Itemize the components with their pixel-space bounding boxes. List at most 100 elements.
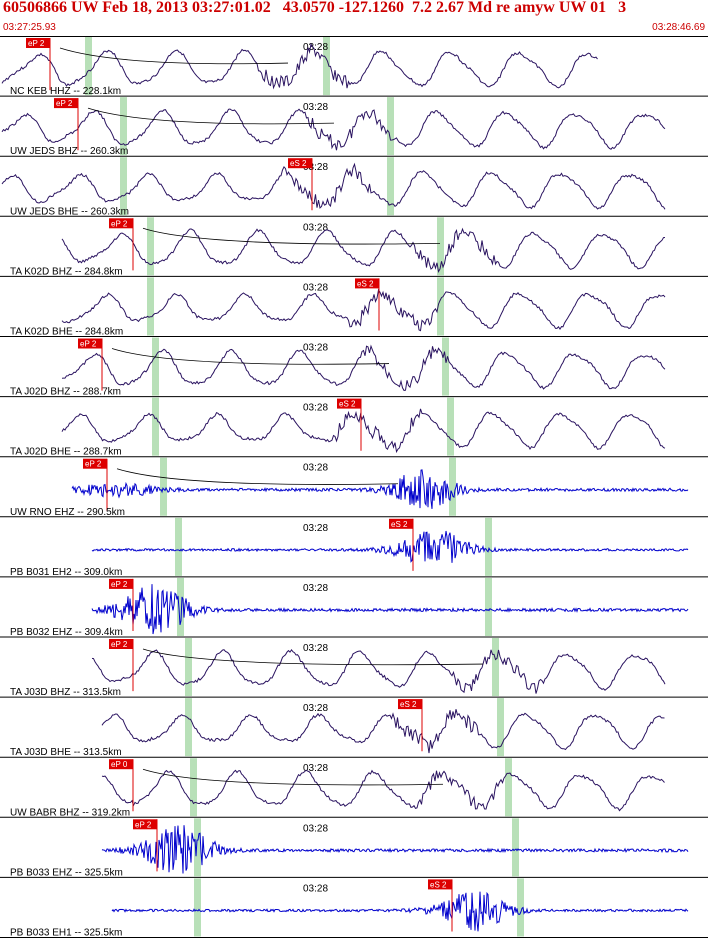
pick-flag[interactable] <box>109 759 133 770</box>
pick-label: eP 2 <box>111 580 128 589</box>
station-label: TA K02D BHZ -- 284.8km <box>10 266 123 277</box>
trace-row[interactable]: 03:28 eP 2 UW RNO EHZ -- 290.5km <box>0 457 708 518</box>
trace-row[interactable]: 03:28 eS 2 TA J03D BHE -- 313.5km <box>0 698 708 758</box>
station-label: UW JEDS BHZ -- 260.3km <box>10 146 128 157</box>
phase-window-band <box>185 638 192 697</box>
travel-time-curve <box>142 227 441 245</box>
event-title: 60506866 UW Feb 18, 2013 03:27:01.02 43.… <box>3 0 627 16</box>
minute-label: 03:28 <box>303 102 328 113</box>
waveform <box>61 288 666 332</box>
waveform <box>91 584 689 635</box>
pick-label: eS 2 <box>400 700 417 709</box>
pick-flag[interactable] <box>78 338 102 349</box>
pick-flag[interactable] <box>428 879 452 890</box>
travel-time-curve <box>142 768 444 786</box>
phase-window-band <box>442 337 449 396</box>
minute-label: 03:28 <box>303 643 328 654</box>
trace-row[interactable]: 03:28 eS 2 PB B033 EH1 -- 325.5km <box>0 878 708 938</box>
pick-flag[interactable] <box>109 578 133 589</box>
station-label: PB B033 EHZ -- 325.5km <box>10 867 123 878</box>
minute-label: 03:28 <box>303 703 328 714</box>
minute-label: 03:28 <box>303 823 328 834</box>
trace-row[interactable]: 03:28 eS 2 TA K02D BHE -- 284.8km <box>0 277 708 338</box>
phase-window-band <box>449 457 456 516</box>
travel-time-curve <box>87 107 335 125</box>
phase-window-band <box>497 698 504 757</box>
station-label: TA K02D BHE -- 284.8km <box>10 327 123 338</box>
phase-window-band <box>387 157 394 216</box>
trace-row[interactable]: 03:28 eS 2 TA J02D BHE -- 288.7km <box>0 397 708 458</box>
waveform <box>101 709 665 754</box>
phase-window-band <box>387 97 394 156</box>
station-label: TA J02D BHE -- 288.7km <box>10 447 122 458</box>
phase-window-band <box>194 878 201 937</box>
waveform <box>71 469 689 509</box>
waveform <box>101 825 689 874</box>
travel-time-curve <box>59 47 289 65</box>
pick-flag[interactable] <box>109 639 133 649</box>
pick-flag[interactable] <box>54 98 78 109</box>
phase-window-band <box>152 337 159 396</box>
phase-window-band <box>323 37 330 96</box>
window-end-time: 03:28:46.69 <box>652 22 705 33</box>
station-label: TA J03D BHZ -- 313.5km <box>10 687 121 698</box>
station-label: TA J03D BHE -- 313.5km <box>10 747 122 758</box>
seismogram-panel[interactable]: 03:28 eP 2 NC KEB HHZ -- 228.1km 03:28 eP 2 U… <box>0 36 708 938</box>
pick-label: eS 2 <box>357 279 374 288</box>
trace-row[interactable]: 03:28 eP 2 TA J03D BHZ -- 313.5km <box>0 638 708 698</box>
trace-row[interactable]: 03:28 eP 2 NC KEB HHZ -- 228.1km <box>0 37 708 97</box>
minute-label: 03:28 <box>303 42 328 53</box>
pick-label: eP 2 <box>28 39 45 48</box>
minute-label: 03:28 <box>303 282 328 293</box>
minute-label: 03:28 <box>303 763 328 774</box>
trace-row[interactable]: 03:28 eP 2 PB B032 EHZ -- 309.4km <box>0 577 708 638</box>
phase-window-band <box>512 818 519 877</box>
pick-flag[interactable] <box>83 458 107 469</box>
phase-window-band <box>517 878 524 937</box>
phase-window-band <box>85 37 92 96</box>
phase-window-band <box>120 97 127 156</box>
minute-label: 03:28 <box>303 343 328 354</box>
pick-flag[interactable] <box>389 518 413 529</box>
trace-row[interactable]: 03:28 eP 2 TA K02D BHZ -- 284.8km <box>0 217 708 277</box>
minute-label: 03:28 <box>303 523 328 534</box>
pick-flag[interactable] <box>109 218 133 229</box>
phase-window-band <box>185 698 192 757</box>
pick-flag[interactable] <box>26 38 50 48</box>
pick-label: eP 2 <box>85 460 102 469</box>
pick-flag[interactable] <box>398 699 422 710</box>
station-label: PB B031 EH2 -- 309.0km <box>10 567 122 578</box>
trace-row[interactable]: 03:28 eP 2 TA J02D BHZ -- 288.7km <box>0 337 708 398</box>
pick-label: eS 2 <box>391 520 408 529</box>
pick-label: eS 2 <box>430 880 447 889</box>
phase-window-band <box>160 457 167 516</box>
phase-window-band <box>177 577 184 636</box>
minute-label: 03:28 <box>303 222 328 233</box>
trace-row[interactable]: 03:28 eP 2 UW JEDS BHZ -- 260.3km <box>0 97 708 157</box>
waveform <box>101 769 665 812</box>
waveform <box>61 408 666 454</box>
waveform <box>1 42 598 90</box>
minute-label: 03:28 <box>303 403 328 414</box>
pick-label: eP 0 <box>111 760 128 769</box>
pick-label: eP 2 <box>111 640 128 649</box>
pick-flag[interactable] <box>133 819 157 830</box>
phase-window-band <box>485 577 492 636</box>
trace-row[interactable]: 03:28 eP 0 UW BABR BHZ -- 319.2km <box>0 758 708 818</box>
phase-window-band <box>437 217 444 276</box>
phase-window-band <box>485 517 492 576</box>
travel-time-curve <box>111 348 390 365</box>
pick-label: eP 2 <box>56 99 73 108</box>
trace-row[interactable]: 03:28 eP 2 PB B033 EHZ -- 325.5km <box>0 818 708 878</box>
travel-time-curve <box>142 648 484 666</box>
pick-flag[interactable] <box>337 398 361 409</box>
minute-label: 03:28 <box>303 463 328 474</box>
trace-row[interactable]: 03:28 eS 2 PB B031 EH2 -- 309.0km <box>0 517 708 578</box>
phase-window-band <box>120 157 127 216</box>
waveform <box>1 162 666 210</box>
pick-flag[interactable] <box>355 278 379 289</box>
pick-flag[interactable] <box>288 158 312 169</box>
phase-window-band <box>190 758 197 817</box>
pick-label: eP 2 <box>135 820 152 829</box>
